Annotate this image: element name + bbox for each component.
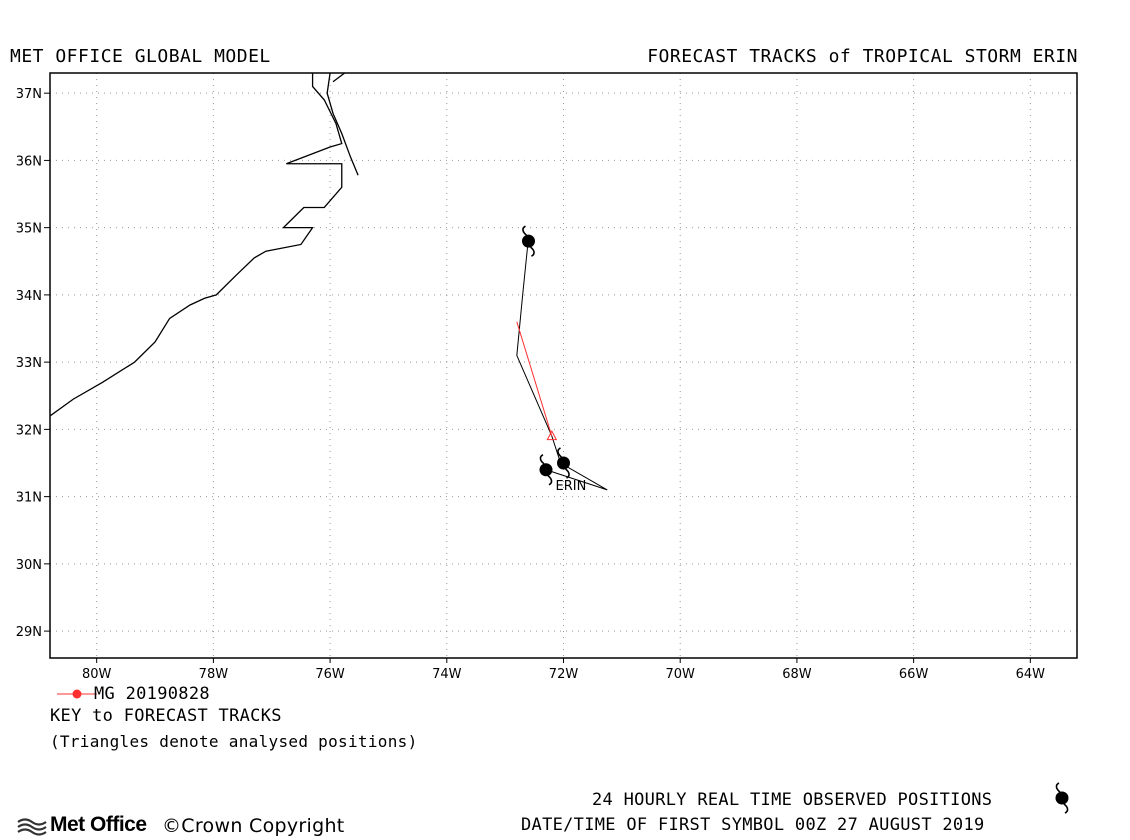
forecast-track [516,321,553,437]
observed-track [516,237,608,491]
lat-tick-label: 29N [16,625,42,640]
lon-tick-label: 64W [1016,667,1046,682]
lat-tick-label: 33N [16,356,42,371]
storm-symbol [539,454,553,486]
lat-tick-label: 32N [16,423,42,438]
storm-symbol [557,447,570,479]
axis-labels: 29N 30N 31N 32N 33N 34N 35N 36N 37N 80W 78W 76W 74W 7… [16,87,1045,682]
grid-lines [50,73,1077,658]
coastline-segment [332,73,346,83]
analysed-position-triangle [546,430,558,441]
coastline [50,73,359,417]
tracks: ERIN [516,225,608,494]
chart-title: FORECAST TRACKS of TROPICAL STORM ERIN [647,46,1078,67]
lat-tick-label: 36N [16,154,42,169]
lon-tick-label: 76W [315,667,345,682]
met-office-logo-icon [17,818,47,836]
met-office-logo-text: Met Office [50,813,147,836]
forecast-run-label: MG 20190828 [94,684,210,704]
key-sample [57,689,97,699]
storm-symbol [1055,782,1069,814]
key-note: (Triangles denote analysed positions) [50,732,418,751]
storm-symbol-icon [1055,782,1069,814]
storm-symbol [521,225,535,257]
lat-tick-label: 30N [16,558,42,573]
coastline-segment [326,73,359,176]
storm-name-label: ERIN [556,479,587,494]
lon-tick-label: 78W [199,667,229,682]
lat-tick-label: 35N [16,222,42,237]
lat-tick-label: 37N [16,87,42,102]
lat-tick-label: 34N [16,289,42,304]
first-symbol-date: DATE/TIME OF FIRST SYMBOL 00Z 27 AUGUST … [521,815,985,835]
lon-tick-label: 68W [782,667,812,682]
coastline-segment [50,73,343,417]
lon-tick-label: 80W [82,667,112,682]
map-frame [49,72,1078,659]
copyright-text: ©Crown Copyright [162,815,345,837]
lon-tick-label: 66W [899,667,929,682]
lon-tick-label: 72W [549,667,579,682]
key-title: KEY to FORECAST TRACKS [50,706,282,726]
lat-tick-label: 31N [16,491,42,506]
model-title: MET OFFICE GLOBAL MODEL [10,46,271,67]
lon-tick-label: 70W [666,667,696,682]
observed-positions-text: 24 HOURLY REAL TIME OBSERVED POSITIONS [592,790,993,810]
lon-tick-label: 74W [432,667,462,682]
